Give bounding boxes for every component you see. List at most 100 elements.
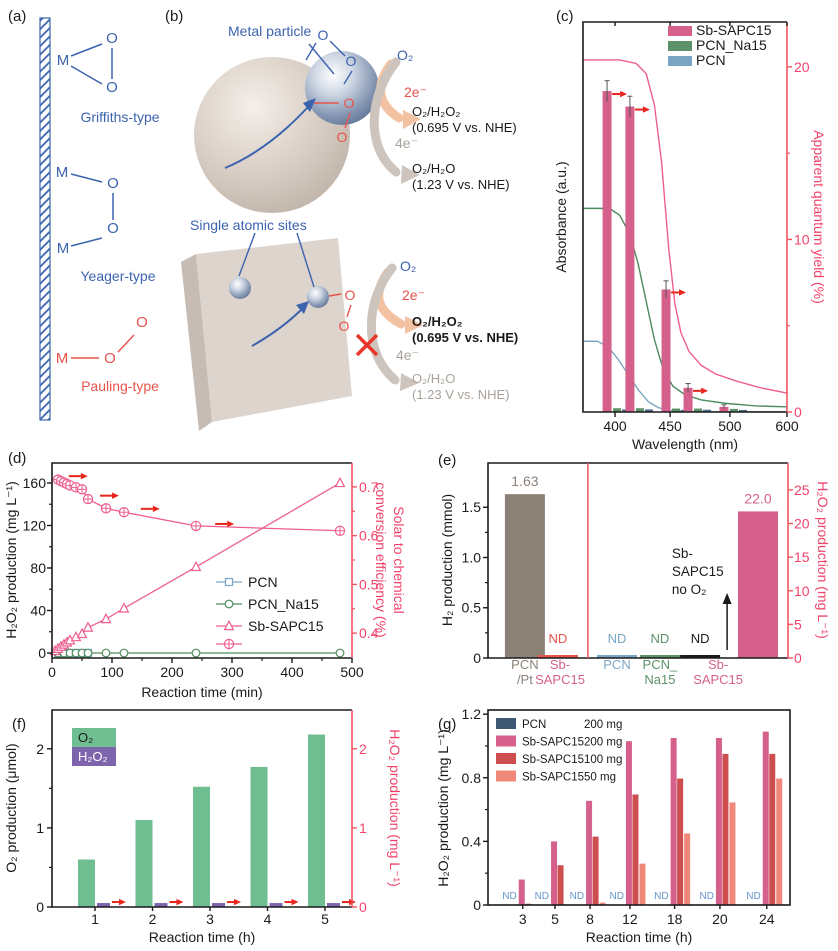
panel-a-label: (a) (8, 8, 27, 25)
svg-text:22.0: 22.0 (744, 490, 771, 506)
svg-text:ND: ND (691, 631, 710, 646)
h2o2-bar (715, 737, 722, 905)
svg-text:2: 2 (36, 741, 44, 757)
h2o2-bar (269, 903, 283, 907)
svg-text:O₂ production (μmol): O₂ production (μmol) (3, 743, 19, 872)
svg-text:(1.23 V vs. NHE): (1.23 V vs. NHE) (412, 387, 510, 402)
h2o2-bar (551, 841, 558, 905)
svg-text:M: M (57, 240, 70, 257)
panel-d-label: (d) (8, 450, 27, 467)
svg-text:O: O (136, 314, 148, 331)
svg-text:450: 450 (658, 418, 682, 434)
h2o2-bar (154, 903, 168, 907)
svg-text:H₂O₂ production (mg L⁻¹): H₂O₂ production (mg L⁻¹) (815, 481, 831, 639)
svg-text:0: 0 (48, 664, 56, 680)
svg-text:0.5: 0.5 (462, 600, 482, 616)
panel-b-label: (b) (165, 8, 184, 25)
svg-text:24: 24 (759, 911, 775, 927)
svg-text:1: 1 (91, 911, 99, 927)
svg-text:SAPC15: SAPC15 (672, 564, 724, 579)
o2-bar (250, 766, 268, 907)
svg-text:O: O (106, 79, 118, 96)
h2o2-bar (762, 731, 769, 905)
svg-text:100 mg: 100 mg (584, 754, 622, 766)
svg-text:O₂: O₂ (400, 258, 416, 274)
svg-text:0: 0 (794, 650, 802, 666)
panel-e-chart: 1.63PCN/PtNDSb-SAPC15NDPCNNDPCN_Na15NDSb… (439, 462, 831, 687)
panel-g-chart: ND ND ND ND ND ND ND 0 0.4 0.8 1.2 3 5 8 12 18 20 24 React… (435, 706, 791, 945)
svg-text:15: 15 (794, 549, 810, 565)
svg-text:PCN: PCN (248, 574, 278, 590)
svg-text:10: 10 (794, 231, 810, 247)
svg-text:40: 40 (30, 602, 46, 618)
svg-text:O: O (339, 318, 350, 334)
panel-e-label: (e) (438, 452, 457, 469)
svg-text:100: 100 (100, 664, 124, 680)
svg-text:O: O (344, 95, 355, 111)
svg-text:Sb-: Sb- (672, 546, 693, 561)
svg-text:Reaction time (h): Reaction time (h) (586, 929, 693, 945)
svg-text:H₂O₂ production (mg L⁻¹): H₂O₂ production (mg L⁻¹) (3, 481, 19, 639)
svg-text:Sb-SAPC15: Sb-SAPC15 (522, 772, 584, 784)
svg-text:80: 80 (30, 560, 46, 576)
svg-text:ND: ND (608, 631, 627, 646)
h2o2-bar (639, 863, 646, 905)
svg-text:120: 120 (23, 517, 47, 533)
svg-text:0: 0 (473, 650, 481, 666)
svg-text:4: 4 (264, 911, 272, 927)
svg-text:160: 160 (23, 475, 47, 491)
svg-text:Absorbance (a.u.): Absorbance (a.u.) (553, 161, 569, 272)
svg-text:400: 400 (603, 418, 627, 434)
aqy-bar (625, 106, 635, 412)
h2o2-bar (684, 833, 691, 905)
svg-text:H₂O₂ production (mg L⁻¹): H₂O₂ production (mg L⁻¹) (387, 729, 403, 887)
svg-text:O: O (345, 287, 356, 303)
svg-text:Sb-SAPC15: Sb-SAPC15 (522, 754, 584, 766)
h2o2-bar (97, 903, 110, 907)
svg-text:300: 300 (220, 664, 244, 680)
h2o2-bar (625, 741, 632, 905)
svg-text:0.8: 0.8 (462, 770, 482, 786)
svg-text:500: 500 (718, 418, 742, 434)
svg-text:O: O (107, 175, 119, 192)
svg-text:SAPC15: SAPC15 (535, 672, 585, 687)
svg-text:20: 20 (794, 516, 810, 532)
svg-text:PCN: PCN (522, 719, 546, 731)
absorbance-curve-sb-sapc15 (583, 59, 788, 394)
nd-bar (597, 655, 637, 658)
nd-bar (680, 655, 721, 658)
svg-text:5: 5 (551, 911, 559, 927)
svg-text:Sb-SAPC15: Sb-SAPC15 (696, 22, 772, 38)
svg-text:Sb-SAPC15: Sb-SAPC15 (522, 737, 584, 749)
svg-text:0: 0 (38, 645, 46, 661)
o2-bar (193, 786, 210, 907)
h2o2-bar (722, 753, 729, 905)
svg-text:0: 0 (794, 404, 802, 420)
h2o2-bar (586, 800, 593, 905)
svg-text:2: 2 (149, 911, 157, 927)
svg-text:O₂: O₂ (78, 730, 93, 745)
svg-text:0.4: 0.4 (359, 625, 379, 641)
svg-text:4e⁻: 4e⁻ (395, 135, 418, 151)
svg-text:ND: ND (654, 891, 668, 902)
svg-text:5: 5 (321, 911, 329, 927)
svg-text:SAPC15: SAPC15 (693, 672, 743, 687)
svg-text:ND: ND (651, 631, 670, 646)
svg-text:ND: ND (502, 891, 516, 902)
svg-text:conversion efficiency (%): conversion efficiency (%) (373, 482, 389, 637)
svg-text:ND: ND (699, 891, 713, 902)
h2o2-bar (557, 865, 564, 905)
svg-text:O₂/H₂O₂: O₂/H₂O₂ (412, 314, 463, 329)
svg-text:O₂/H₂O₂: O₂/H₂O₂ (412, 104, 460, 119)
svg-text:10: 10 (794, 583, 810, 599)
svg-text:PCN: PCN (603, 657, 630, 672)
aqy-bar (683, 387, 693, 412)
svg-text:1.0: 1.0 (462, 549, 482, 565)
svg-text:O: O (106, 30, 118, 47)
nd-bar (537, 655, 578, 658)
panel-f-chart: 0 1 2 0 1 2 1 2 3 4 5 Reaction time (h) O₂ productio… (3, 709, 403, 945)
